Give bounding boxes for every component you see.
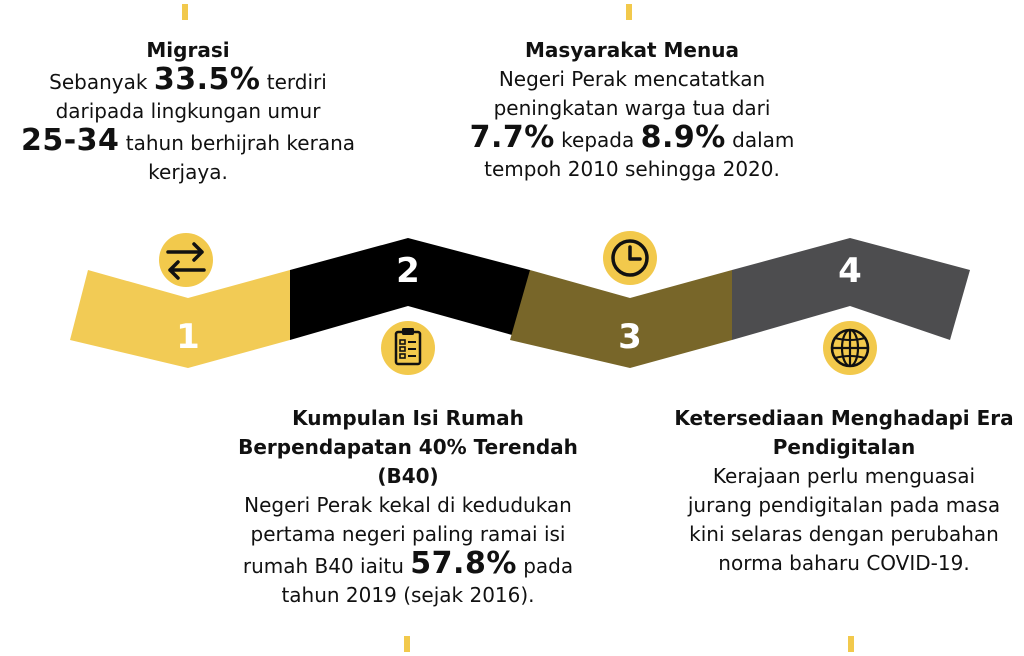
step-2-number: 2 <box>396 251 420 291</box>
migrasi-line-4: kerjaya. <box>148 160 228 184</box>
menua-line-1: Negeri Perak mencatatkan <box>498 67 766 91</box>
migrasi-block: Migrasi Sebanyak 33.5% terdiri daripada … <box>0 36 376 187</box>
menua-line-4: tempoh 2010 sehingga 2020. <box>484 157 780 181</box>
menua-percent-2010: 7.7% <box>469 120 555 155</box>
swap-arrows-icon <box>159 233 213 287</box>
menua-line-3: 7.7% kepada 8.9% dalam <box>454 123 810 155</box>
step-4-number: 4 <box>838 251 862 291</box>
migrasi-line-3: 25-34 tahun berhijrah kerana <box>0 126 376 158</box>
menua-title: Masyarakat Menua <box>525 38 739 62</box>
step-1-number: 1 <box>176 317 200 357</box>
b40-text: rumah B40 iaitu <box>242 554 411 578</box>
digital-title-2: Pendigitalan <box>772 435 916 459</box>
b40-line-3: rumah B40 iaitu 57.8% pada <box>218 549 598 581</box>
step-4-segment <box>732 238 970 340</box>
b40-title-3: (B40) <box>377 464 439 488</box>
digital-title-1: Ketersediaan Menghadapi Era <box>674 406 1014 430</box>
b40-line-4: tahun 2019 (sejak 2016). <box>281 583 535 607</box>
migrasi-age-highlight: 25-34 <box>20 123 120 158</box>
digital-line-2: jurang pendigitalan pada masa <box>687 493 1001 517</box>
digital-line-1: Kerajaan perlu menguasai <box>712 464 976 488</box>
b40-line-2: pertama negeri paling ramai isi <box>250 522 566 546</box>
menua-line-2: peningkatan warga tua dari <box>493 96 771 120</box>
step-3-segment <box>510 270 732 368</box>
tick-mark-bottom-right <box>848 636 854 652</box>
menua-percent-2020: 8.9% <box>640 120 726 155</box>
menua-block: Masyarakat Menua Negeri Perak mencatatka… <box>454 36 810 184</box>
step-1-segment <box>70 270 290 368</box>
tick-mark-top-center <box>626 4 632 20</box>
b40-title-2: Berpendapatan 40% Terendah <box>238 435 578 459</box>
digital-line-3: kini selaras dengan perubahan <box>689 522 999 546</box>
b40-line-1: Negeri Perak kekal di kedudukan <box>244 493 572 517</box>
step-3-number: 3 <box>618 317 642 357</box>
tick-mark-bottom-left <box>404 636 410 652</box>
migrasi-title: Migrasi <box>146 38 230 62</box>
b40-text: pada <box>516 554 574 578</box>
clipboard-checklist-icon <box>381 321 435 375</box>
b40-percent-highlight: 57.8% <box>410 546 517 581</box>
digital-block: Ketersediaan Menghadapi Era Pendigitalan… <box>664 404 1024 578</box>
migrasi-percent-highlight: 33.5% <box>153 62 261 97</box>
migrasi-text: tahun berhijrah kerana <box>119 131 356 155</box>
globe-icon <box>823 321 877 375</box>
digital-line-4: norma baharu COVID-19. <box>718 551 970 575</box>
migrasi-text: Sebanyak <box>49 70 154 94</box>
migrasi-line-2: daripada lingkungan umur <box>55 99 321 123</box>
b40-title-1: Kumpulan Isi Rumah <box>292 406 524 430</box>
menua-text: dalam <box>725 128 795 152</box>
migrasi-text: terdiri <box>260 70 327 94</box>
menua-text: kepada <box>554 128 641 152</box>
migrasi-line-1: Sebanyak 33.5% terdiri <box>0 65 376 97</box>
clock-icon <box>603 231 657 285</box>
step-2-segment <box>290 238 530 340</box>
b40-block: Kumpulan Isi Rumah Berpendapatan 40% Ter… <box>218 404 598 610</box>
tick-mark-top-left <box>182 4 188 20</box>
